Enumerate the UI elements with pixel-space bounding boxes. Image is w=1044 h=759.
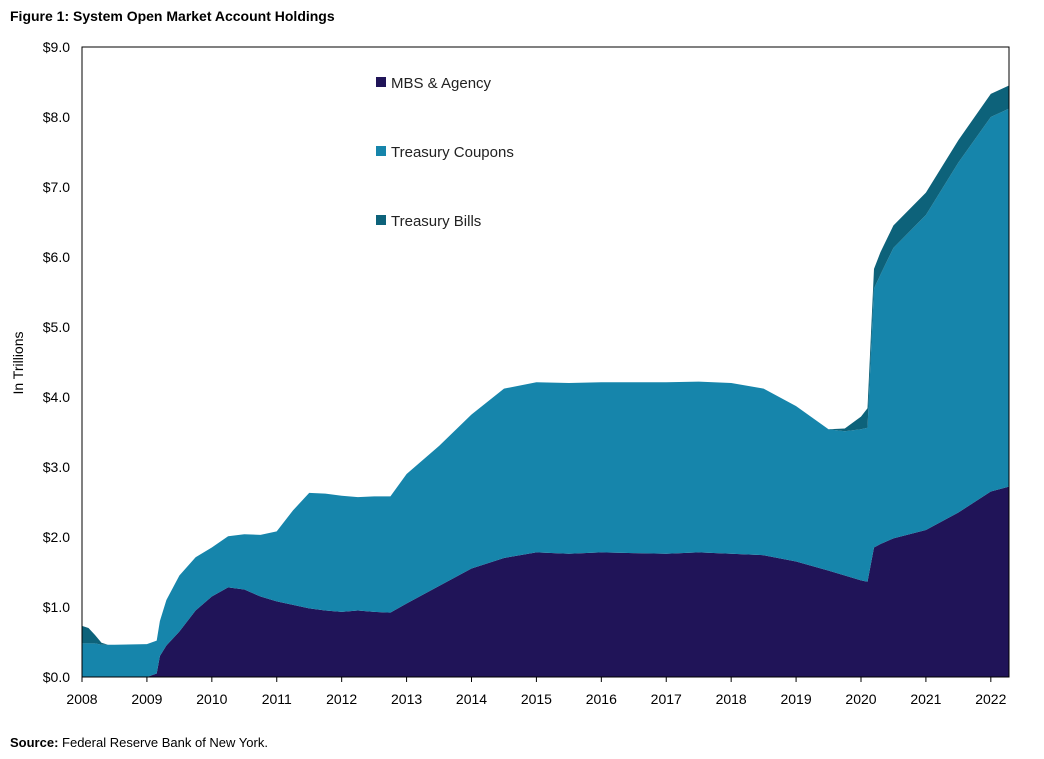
- area-mbs-agency: [82, 486, 1009, 677]
- x-tick-label: 2008: [66, 691, 97, 707]
- plot-frame: [81, 46, 1010, 678]
- y-axis: $0.0 $1.0 $2.0 $3.0 $4.0 $5.0 $6.0 $7.0 $8.0 $9.0: [43, 39, 70, 685]
- legend-swatch: [376, 215, 386, 225]
- legend-label: MBS & Agency: [391, 75, 492, 92]
- legend-label: Treasury Bills: [391, 213, 481, 230]
- x-tick-label: 2022: [975, 691, 1006, 707]
- y-tick-label: $2.0: [43, 529, 70, 545]
- x-tick-label: 2018: [716, 691, 747, 707]
- y-tick-label: $9.0: [43, 39, 70, 55]
- legend-swatch: [376, 146, 386, 156]
- y-tick-label: $3.0: [43, 459, 70, 475]
- y-tick-label: $6.0: [43, 249, 70, 265]
- x-axis: 2008 2009 2010 2011 2012 2013 2014 2015 2016 2017…: [66, 677, 1007, 707]
- x-tick-label: 2012: [326, 691, 357, 707]
- legend-swatch: [376, 77, 386, 87]
- x-tick-label: 2021: [910, 691, 941, 707]
- x-tick-label: 2020: [845, 691, 876, 707]
- figure-title: Figure 1: System Open Market Account Hol…: [10, 8, 335, 24]
- x-tick-label: 2014: [456, 691, 487, 707]
- x-tick-label: 2019: [780, 691, 811, 707]
- x-tick-label: 2015: [521, 691, 552, 707]
- x-tick-label: 2010: [196, 691, 227, 707]
- source-text: Federal Reserve Bank of New York.: [58, 735, 268, 750]
- y-axis-label: In Trillions: [10, 331, 26, 394]
- x-tick-label: 2009: [131, 691, 162, 707]
- y-tick-label: $4.0: [43, 389, 70, 405]
- y-tick-label: $5.0: [43, 319, 70, 335]
- y-tick-label: $7.0: [43, 179, 70, 195]
- x-tick-label: 2011: [262, 691, 292, 707]
- area-series-group: [82, 85, 1009, 678]
- legend: MBS & Agency Treasury Coupons Treasury Bil…: [376, 75, 514, 230]
- y-tick-label: $0.0: [43, 669, 70, 685]
- area-treasury-coupons: [82, 108, 1009, 678]
- x-tick-label: 2017: [651, 691, 682, 707]
- legend-label: Treasury Coupons: [391, 144, 514, 161]
- source-label: Source:: [10, 735, 59, 750]
- x-tick-label: 2013: [391, 691, 422, 707]
- y-tick-label: $8.0: [43, 109, 70, 125]
- source-note: Source: Federal Reserve Bank of New York…: [10, 735, 268, 750]
- x-tick-label: 2016: [586, 691, 617, 707]
- y-tick-label: $1.0: [43, 599, 70, 615]
